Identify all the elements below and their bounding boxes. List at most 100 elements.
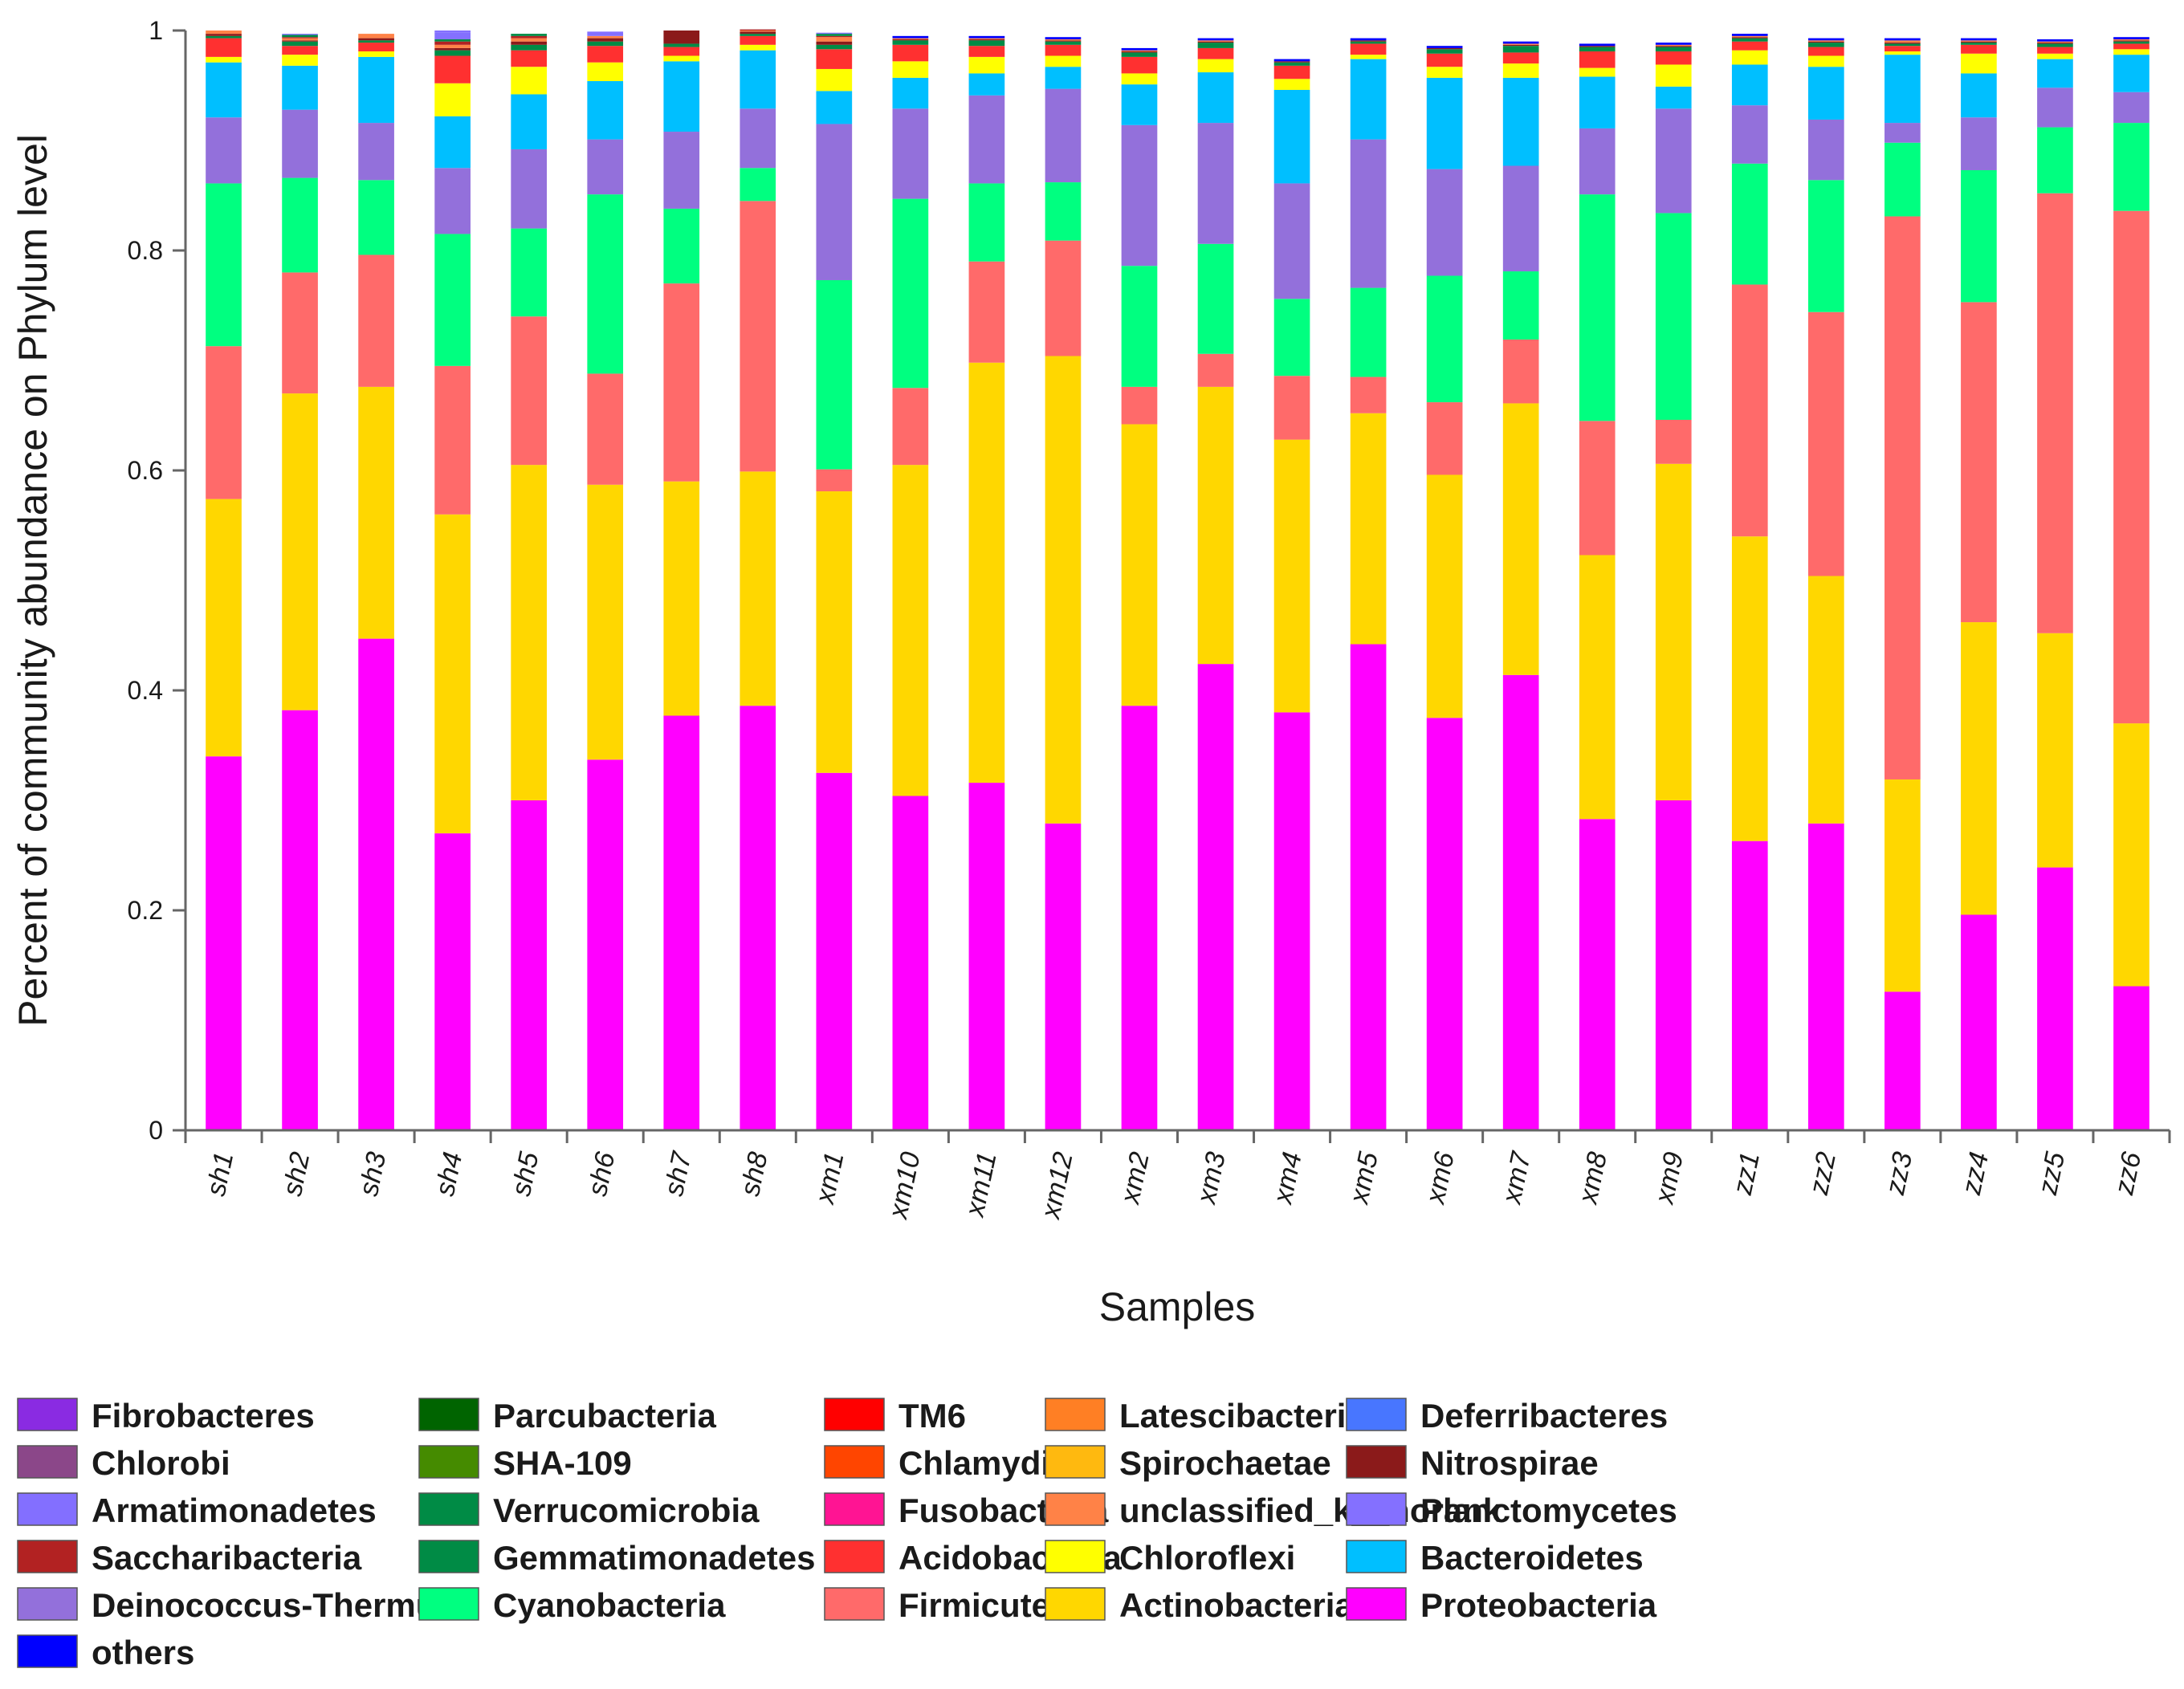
bar-segment-zz6-Cyanobacteria [2113,123,2149,211]
bar-segment-xm4-Acidobacteria [1273,65,1310,79]
x-tick-label: zz6 [2109,1150,2147,1199]
bar-segment-xm6-Deinococcus-Thermus [1426,169,1463,276]
bar-segment-xm3-others [1197,38,1234,41]
bar-segment-xm7-Cyanobacteria [1502,271,1539,340]
bar-segment-sh4-Chloroflexi [434,83,471,116]
bar-segment-sh8-Chloroflexi [740,44,776,51]
y-ticks: 0 0.2 0.4 0.6 0.8 1 [128,16,185,1145]
bar-segment-xm6-Cyanobacteria [1426,275,1463,403]
y-axis-title: Percent of community abundance on Phylum… [10,134,55,1027]
legend-swatch [17,1445,78,1479]
bar-segment-zz3-Acidobacteria [1885,46,1921,52]
bar-segment-sh4-unclassified_k__norank [434,44,471,48]
bar-segment-xm11-Deinococcus-Thermus [968,95,1005,184]
bar-segment-zz4-Proteobacteria [1961,914,1997,1130]
legend-label: Cyanobacteria [493,1586,726,1624]
bar-segment-xm12-unclassified_k__norank [1045,39,1082,41]
bar-segment-zz6-Deinococcus-Thermus [2113,92,2149,124]
bar-segment-xm10-Firmicutes [892,388,929,466]
bar-segment-zz1-Nitrospirae [1731,37,1768,39]
bar-segment-zz6-Nitrospirae [2113,40,2149,42]
legend-swatch [824,1540,885,1573]
bar-segment-xm9-Chloroflexi [1655,64,1692,87]
bar-segment-sh8-Bacteroidetes [740,50,776,109]
bar-segment-xm10-Actinobacteria [892,465,929,796]
bar-segment-xm3-Acidobacteria [1197,47,1234,59]
bar-segment-xm4-Cyanobacteria [1273,299,1310,376]
bar-segment-xm1-Cyanobacteria [816,279,853,470]
bar-segment-xm5-Chloroflexi [1350,55,1387,59]
bar-segment-xm9-others [1655,43,1692,45]
bar-segment-xm5-Gemmatimonadetes [1350,41,1387,44]
bar-segment-sh5-Acidobacteria [511,50,548,67]
bar-segment-sh6-Nitrospirae [587,38,624,42]
bar-segment-zz6-Gemmatimonadetes [2113,41,2149,44]
bar-segment-zz3-Actinobacteria [1885,779,1921,992]
legend-swatch [418,1587,479,1621]
legend-label: Firmicutes [898,1586,1069,1624]
x-tick-label: xm6 [1420,1150,1461,1208]
bar-segment-zz1-Bacteroidetes [1731,64,1768,106]
bar-segment-zz6-Firmicutes [2113,210,2149,724]
bar-segment-sh7-Gemmatimonadetes [663,43,700,47]
legend-swatch [1045,1445,1106,1479]
bar-segment-xm4-Deinococcus-Thermus [1273,183,1310,299]
bar-segment-sh1-Deinococcus-Thermus [206,117,242,184]
bar-segment-xm4-Proteobacteria [1273,712,1310,1130]
bar-segment-xm1-Deinococcus-Thermus [816,124,853,280]
bar-segment-zz5-Firmicutes [2037,193,2073,633]
bar-segment-xm3-Actinobacteria [1197,386,1234,665]
legend-label: TM6 [898,1397,966,1435]
bar-segment-zz6-Actinobacteria [2113,723,2149,987]
legend-label: Verrucomicrobia [493,1492,760,1529]
bar-segment-xm9-Nitrospirae [1655,46,1692,47]
bar-segment-sh2-Saccharibacteria [282,37,318,39]
legend-label: Actinobacteria [1119,1586,1354,1624]
bar-segment-xm8-Bacteroidetes [1579,76,1616,128]
x-ticks: sh1 sh2 sh3 sh4 sh5 sh6 sh7 sh8 xm1 xm10 xm11 xm12 x… [184,1130,2171,1223]
bar-segment-zz3-Bacteroidetes [1885,55,1921,124]
bar-segment-sh3-Gemmatimonadetes [358,40,394,43]
x-tick-label: sh2 [277,1150,316,1199]
legend-swatch [17,1587,78,1621]
x-tick-label: zz3 [1880,1150,1918,1199]
bar-segment-sh5-Nitrospirae [511,41,548,45]
bar-segment-xm4-Firmicutes [1273,376,1310,440]
legend-label: Deferribacteres [1420,1397,1668,1435]
bar-segment-sh4-Acidobacteria [434,55,471,83]
bar-segment-zz2-Actinobacteria [1807,576,1844,824]
bar-segment-xm9-Deinococcus-Thermus [1655,108,1692,214]
x-tick-label: sh8 [735,1150,774,1199]
bar-segment-sh5-Bacteroidetes [511,94,548,149]
axes [184,31,2170,1132]
bar-segment-sh6-Bacteroidetes [587,81,624,140]
bar-segment-xm5-Acidobacteria [1350,43,1387,55]
bar-segment-xm9-Firmicutes [1655,419,1692,464]
bar-segment-sh5-Gemmatimonadetes [511,44,548,51]
bar-segment-sh3-Firmicutes [358,254,394,387]
bar-segment-xm3-Cyanobacteria [1197,243,1234,354]
bar-segment-xm12-Actinobacteria [1045,356,1082,824]
bar-segment-sh3-Bacteroidetes [358,56,394,124]
x-tick-label: xm10 [882,1150,927,1223]
bar-segment-xm7-Gemmatimonadetes [1502,46,1539,53]
bar-segment-zz2-Gemmatimonadetes [1807,43,1844,47]
bar-segment-xm7-Nitrospirae [1502,44,1539,47]
bar-segment-zz2-Cyanobacteria [1807,180,1844,312]
bar-segment-sh6-Proteobacteria [587,759,624,1130]
bar-segment-xm6-Firmicutes [1426,402,1463,475]
bar-segment-zz2-unclassified_k__norank [1807,40,1844,42]
bar-segment-xm8-Acidobacteria [1579,51,1616,68]
bar-segment-xm4-others [1273,59,1310,62]
bar-segment-zz3-Proteobacteria [1885,991,1921,1130]
bar-segment-xm1-Chloroflexi [816,68,853,92]
legend-swatch [824,1445,885,1479]
bar-segment-xm1-Firmicutes [816,469,853,492]
bar-segment-zz1-Chloroflexi [1731,50,1768,65]
x-tick-label: sh5 [506,1150,545,1199]
bar-segment-xm3-Proteobacteria [1197,664,1234,1130]
legend-swatch [17,1492,78,1526]
bar-segment-sh6-unclassified_k__norank [587,35,624,39]
x-tick-label: zz2 [1803,1150,1842,1199]
bar-segment-sh5-Deinococcus-Thermus [511,149,548,229]
